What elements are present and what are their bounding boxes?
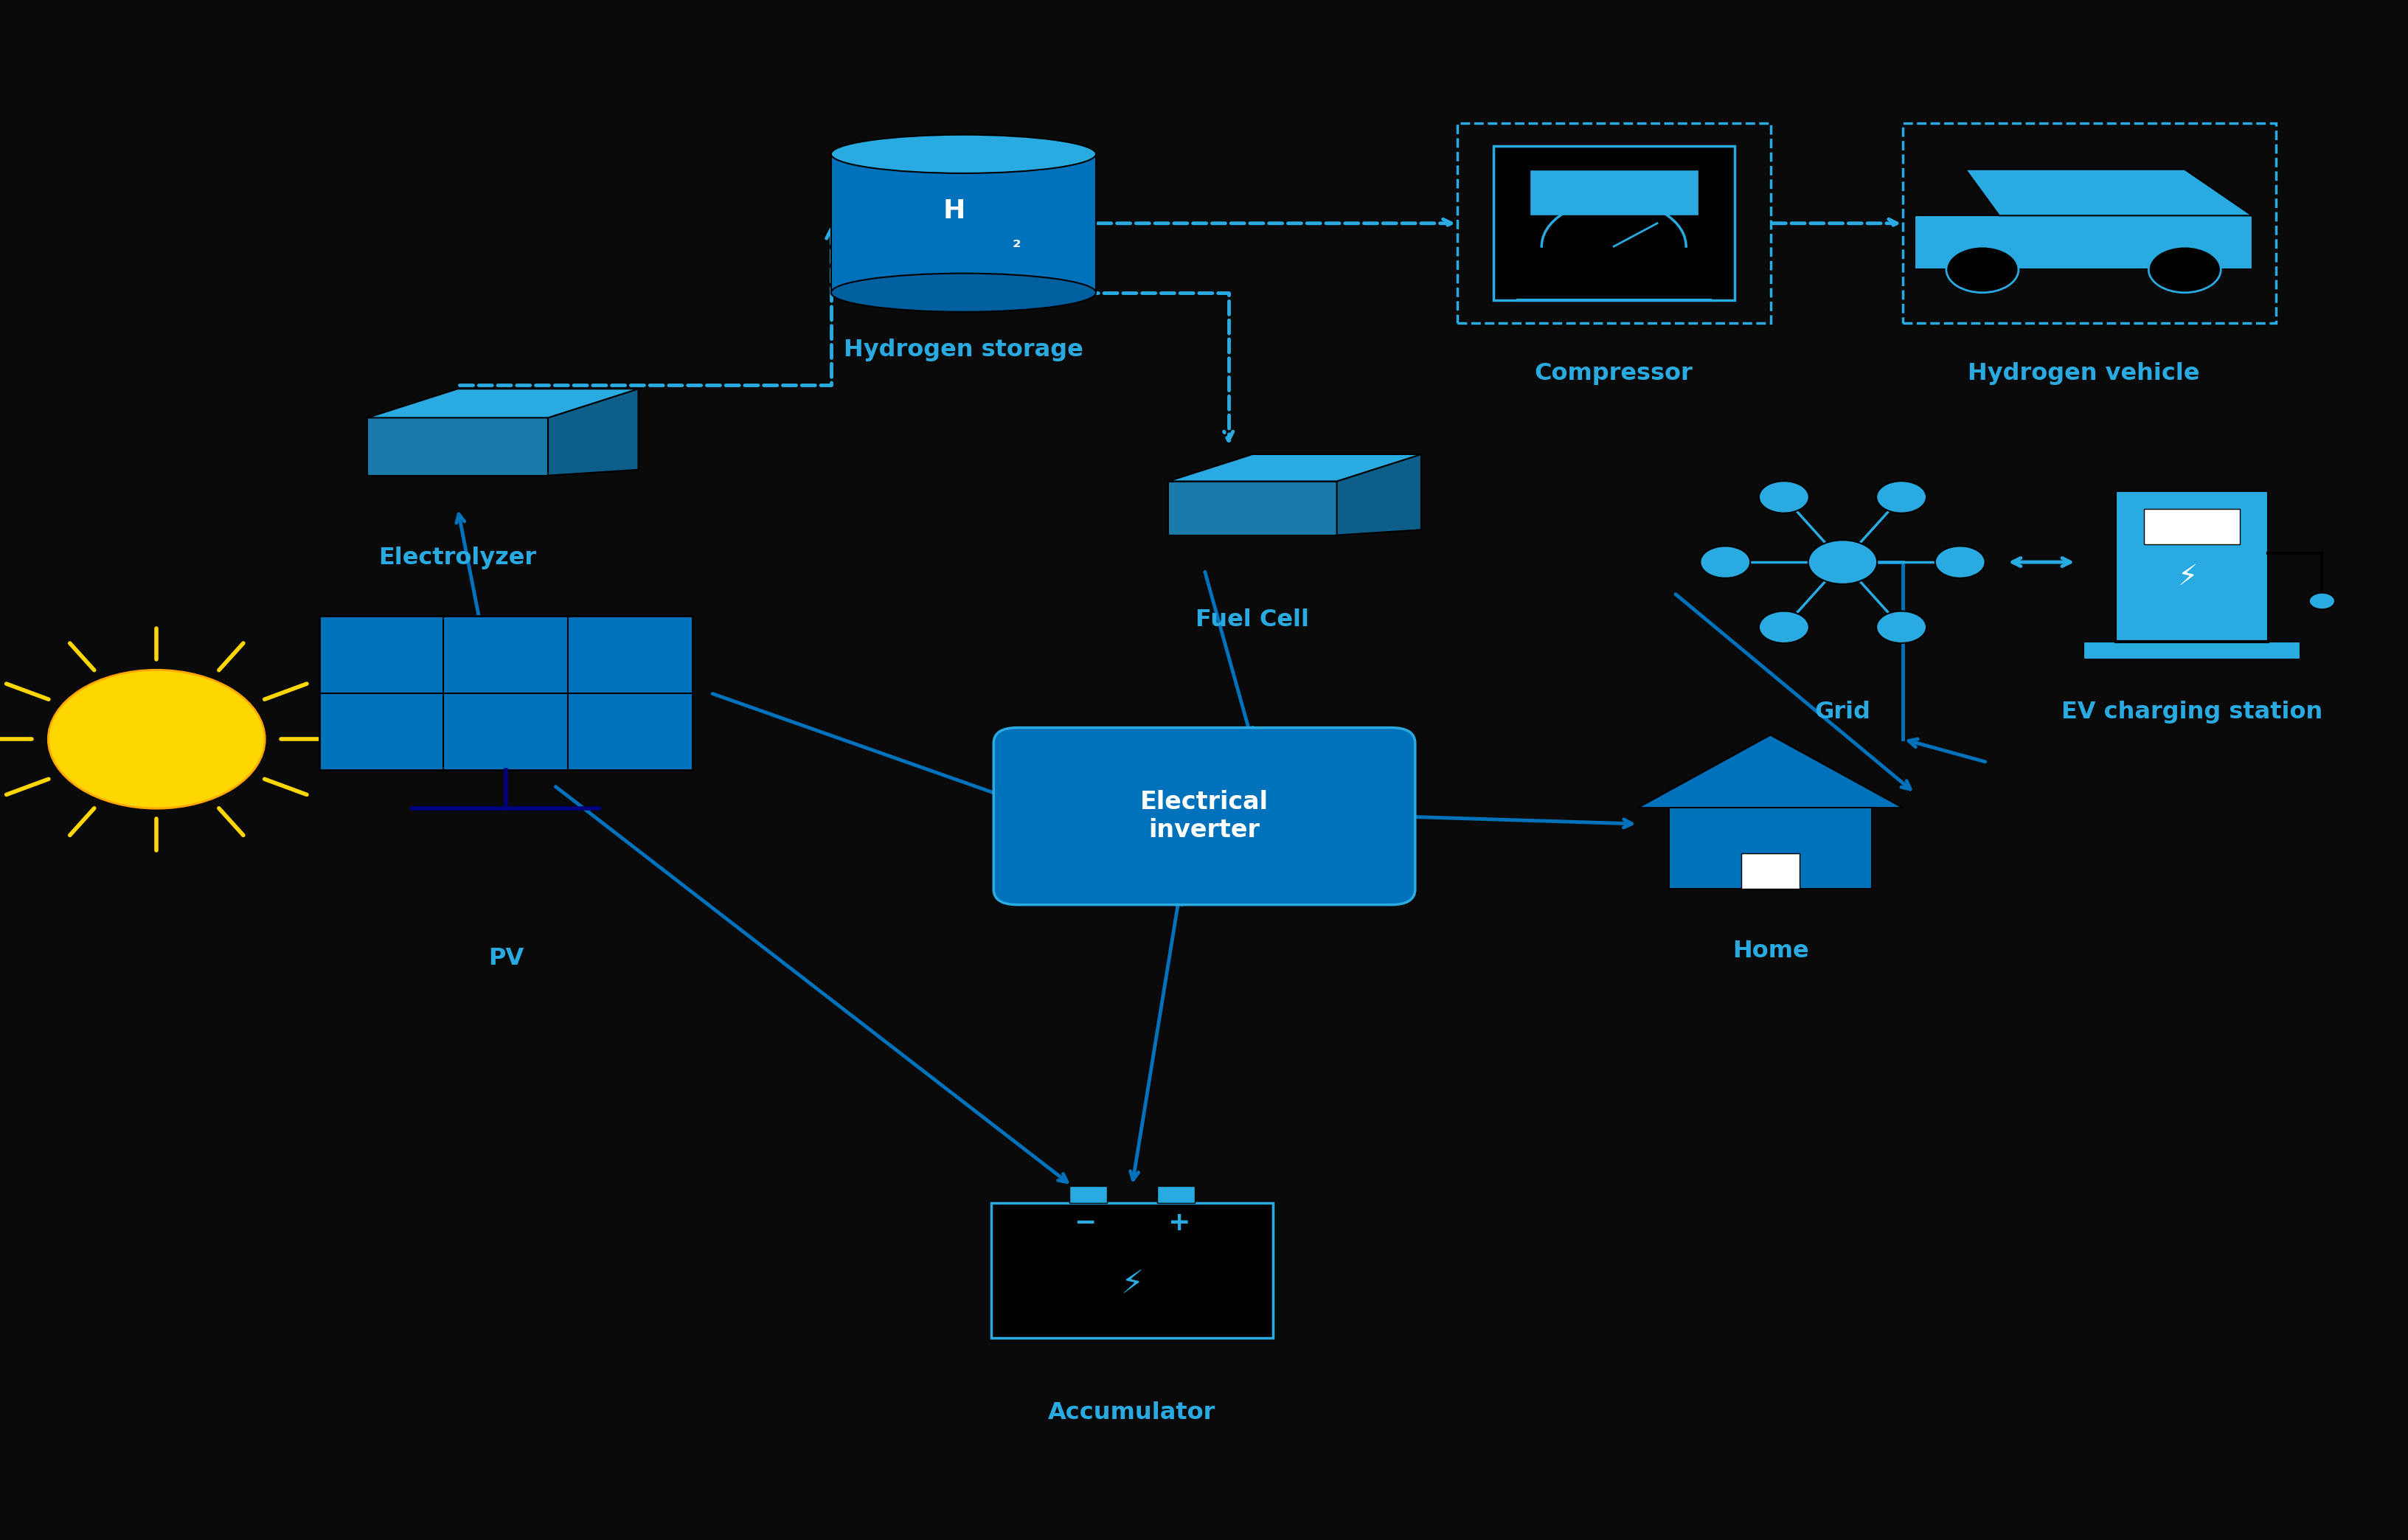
Circle shape: [2309, 593, 2333, 610]
Text: Electrical
inverter: Electrical inverter: [1139, 790, 1269, 842]
Text: Home: Home: [1731, 939, 1808, 962]
Text: Hydrogen storage: Hydrogen storage: [843, 339, 1084, 362]
Circle shape: [48, 670, 265, 808]
Circle shape: [1700, 547, 1751, 578]
Text: ⚡: ⚡: [1120, 1269, 1144, 1300]
Circle shape: [1808, 541, 1876, 584]
Bar: [1529, 169, 1698, 216]
Circle shape: [1758, 480, 1808, 513]
Text: +: +: [1168, 1210, 1190, 1235]
Polygon shape: [366, 417, 549, 476]
Text: EV charging station: EV charging station: [2061, 701, 2321, 724]
Bar: [831, 154, 1096, 293]
Polygon shape: [366, 390, 638, 417]
Polygon shape: [549, 390, 638, 476]
Bar: [1493, 146, 1734, 300]
Circle shape: [1946, 246, 2018, 293]
Bar: [1741, 853, 1799, 889]
Text: Fuel Cell: Fuel Cell: [1194, 608, 1310, 631]
Bar: [2083, 642, 2300, 659]
Bar: [1069, 1186, 1108, 1203]
Polygon shape: [1336, 454, 1421, 536]
Bar: [1902, 123, 2276, 323]
Polygon shape: [1637, 735, 1902, 807]
Bar: [1669, 807, 1871, 889]
Ellipse shape: [831, 274, 1096, 311]
Bar: [2143, 508, 2239, 545]
Polygon shape: [1168, 480, 1336, 536]
Text: Grid: Grid: [1813, 701, 1871, 724]
Bar: [992, 1203, 1271, 1338]
Circle shape: [1934, 547, 1984, 578]
Circle shape: [2148, 246, 2220, 293]
Polygon shape: [1168, 454, 1421, 480]
Circle shape: [1876, 611, 1926, 644]
Circle shape: [1758, 611, 1808, 644]
Circle shape: [1876, 480, 1926, 513]
Text: H: H: [942, 199, 966, 223]
Bar: [1156, 1186, 1194, 1203]
Text: ₂: ₂: [1011, 233, 1021, 251]
Polygon shape: [1965, 169, 2251, 216]
Text: Accumulator: Accumulator: [1047, 1401, 1216, 1424]
Text: Hydrogen vehicle: Hydrogen vehicle: [1967, 362, 2199, 385]
Bar: [2117, 491, 2268, 642]
Text: Compressor: Compressor: [1534, 362, 1693, 385]
Text: −: −: [1074, 1210, 1096, 1235]
Text: Electrolyzer: Electrolyzer: [378, 547, 537, 570]
FancyBboxPatch shape: [992, 728, 1413, 906]
Text: PV: PV: [489, 947, 523, 970]
Bar: [1457, 123, 1770, 323]
Text: ⚡: ⚡: [2177, 562, 2196, 590]
Bar: [318, 616, 694, 770]
Ellipse shape: [831, 136, 1096, 172]
Bar: [1914, 216, 2251, 270]
